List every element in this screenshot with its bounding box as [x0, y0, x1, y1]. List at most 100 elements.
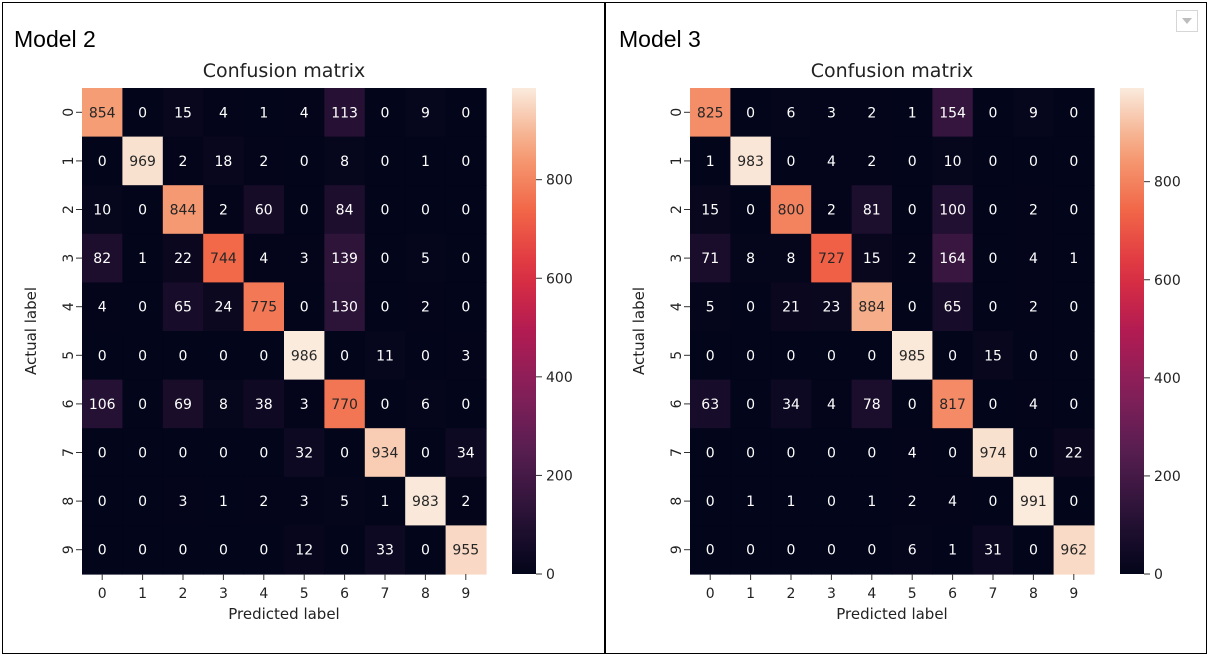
heatmap-cell: [284, 476, 325, 526]
heatmap-cell: [770, 136, 812, 186]
heatmap-cell: [690, 185, 731, 235]
x-tick-label: 1: [746, 586, 755, 602]
heatmap-cell: [82, 88, 123, 138]
cell-value-label: 22: [174, 251, 192, 267]
cell-value-label: 1: [259, 105, 268, 121]
cell-value-label: 0: [989, 251, 998, 267]
cell-value-label: 0: [948, 348, 957, 364]
heatmap-cell: [243, 428, 285, 478]
cell-value-label: 5: [340, 494, 349, 510]
x-tick-label: 1: [138, 586, 147, 602]
cell-value-label: 0: [138, 543, 147, 559]
heatmap-cell: [1013, 185, 1055, 235]
heatmap-cell: [892, 233, 933, 283]
heatmap-cell: [1053, 88, 1095, 138]
heatmap-cell: [1013, 282, 1055, 332]
heatmap-cell: [811, 428, 853, 478]
heatmap-cell: [892, 428, 933, 478]
cell-value-label: 4: [300, 105, 309, 121]
heatmap-cell: [1053, 379, 1095, 429]
cell-value-label: 0: [259, 348, 268, 364]
cell-value-label: 2: [867, 105, 876, 121]
x-tick-label: 0: [706, 586, 715, 602]
heatmap-cell: [811, 233, 853, 283]
heatmap-cell: [284, 282, 325, 332]
cell-value-label: 15: [701, 203, 719, 219]
cell-value-label: 817: [939, 397, 966, 413]
heatmap-cell: [324, 282, 366, 332]
cell-value-label: 955: [452, 543, 479, 559]
dropdown-arrow-icon[interactable]: [1176, 10, 1198, 32]
cell-value-label: 6: [908, 543, 917, 559]
cell-value-label: 3: [461, 348, 470, 364]
heatmap-cell: [324, 379, 366, 429]
x-axis-label: Predicted label: [836, 605, 947, 623]
cell-value-label: 0: [381, 251, 390, 267]
heatmap-cell: [1013, 428, 1055, 478]
heatmap-cell: [932, 88, 974, 138]
cell-value-label: 0: [300, 300, 309, 316]
heatmap-cell: [851, 525, 893, 575]
heatmap-cell: [162, 185, 204, 235]
heatmap-cell: [932, 282, 974, 332]
cell-value-label: 164: [939, 251, 966, 267]
heatmap-cell: [730, 428, 772, 478]
heatmap-cell: [811, 525, 853, 575]
cell-value-label: 0: [827, 446, 836, 462]
cell-value-label: 2: [1029, 300, 1038, 316]
heatmap-cell: [405, 185, 447, 235]
cell-value-label: 1: [908, 105, 917, 121]
heatmap-cell: [324, 136, 366, 186]
colorbar-tick-label: 400: [1154, 371, 1181, 387]
cell-value-label: 4: [259, 251, 268, 267]
heatmap-cell: [1053, 136, 1095, 186]
y-axis-label: Actual label: [22, 287, 40, 375]
cell-value-label: 4: [98, 300, 107, 316]
cell-value-label: 0: [989, 154, 998, 170]
heatmap-cell: [892, 525, 933, 575]
cell-value-label: 15: [174, 105, 192, 121]
cell-value-label: 100: [939, 203, 966, 219]
cell-value-label: 5: [421, 251, 430, 267]
cell-value-label: 1: [1069, 251, 1078, 267]
heatmap-cell: [203, 88, 245, 138]
cell-value-label: 0: [989, 397, 998, 413]
cell-value-label: 113: [331, 105, 358, 121]
heatmap-cell: [770, 476, 812, 526]
cell-value-label: 985: [899, 348, 926, 364]
heatmap-cell: [892, 476, 933, 526]
colorbar-tick-label: 0: [546, 567, 555, 583]
x-tick-label: 2: [787, 586, 796, 602]
cell-value-label: 69: [174, 397, 192, 413]
heatmap-cell: [445, 379, 487, 429]
cell-value-label: 0: [98, 494, 107, 510]
cell-value-label: 1: [867, 494, 876, 510]
x-axis-label: Predicted label: [228, 605, 339, 623]
heatmap-cell: [811, 379, 853, 429]
cell-value-label: 2: [179, 154, 188, 170]
heatmap-cell: [405, 379, 447, 429]
cell-value-label: 32: [295, 446, 313, 462]
cell-value-label: 10: [944, 154, 962, 170]
heatmap-cell: [770, 525, 812, 575]
cell-value-label: 0: [1029, 348, 1038, 364]
cell-value-label: 1: [787, 494, 796, 510]
cell-value-label: 0: [259, 543, 268, 559]
heatmap-cell: [1053, 476, 1095, 526]
cell-value-label: 2: [259, 494, 268, 510]
heatmap-cell: [892, 88, 933, 138]
cell-value-label: 3: [179, 494, 188, 510]
heatmap-cell: [690, 136, 731, 186]
cell-value-label: 3: [300, 494, 309, 510]
heatmap-cell: [770, 331, 812, 381]
cell-value-label: 0: [98, 543, 107, 559]
cell-value-label: 1: [138, 251, 147, 267]
heatmap-cell: [243, 233, 285, 283]
cell-value-label: 65: [944, 300, 962, 316]
cell-value-label: 0: [179, 543, 188, 559]
cell-value-label: 1: [421, 154, 430, 170]
cell-value-label: 4: [827, 154, 836, 170]
heatmap-cell: [122, 185, 164, 235]
heatmap-cell: [932, 331, 974, 381]
